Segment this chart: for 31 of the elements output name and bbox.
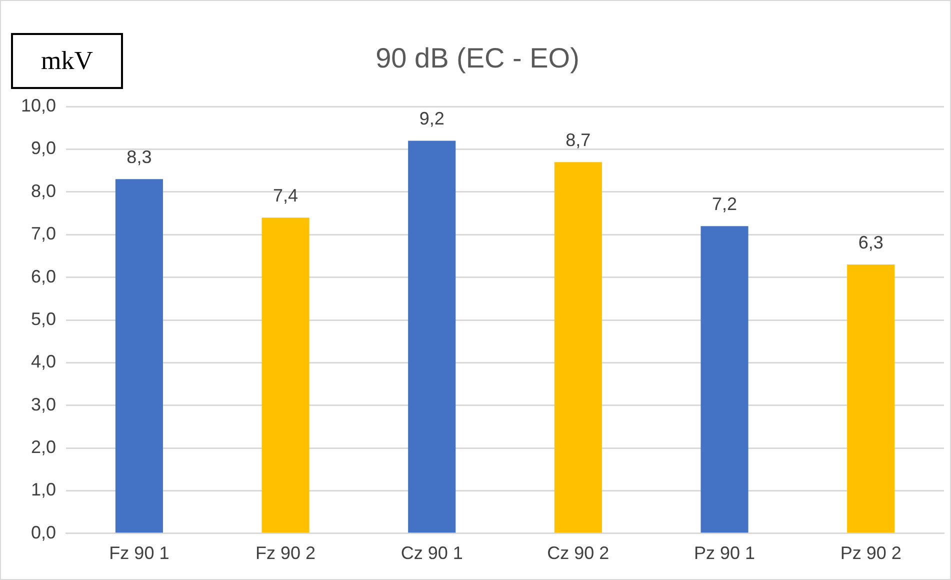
data-label: 7,4 <box>273 186 298 206</box>
bar <box>262 218 310 533</box>
y-tick-label: 10,0 <box>20 96 56 116</box>
y-tick-label: 7,0 <box>31 224 56 244</box>
bar <box>554 162 602 533</box>
data-label: 9,2 <box>419 108 444 129</box>
y-tick-label: 6,0 <box>31 266 56 286</box>
data-label: 6,3 <box>858 232 884 252</box>
x-tick-label: Pz 90 1 <box>694 543 756 564</box>
x-tick-label: Pz 90 2 <box>840 543 902 564</box>
y-tick-label: 4,0 <box>31 352 56 372</box>
y-tick-label: 1,0 <box>31 480 56 500</box>
bar <box>115 179 163 533</box>
x-tick-label: Fz 90 1 <box>109 543 170 564</box>
x-tick-label: Cz 90 1 <box>400 543 463 564</box>
bar <box>408 140 456 533</box>
y-tick-label: 5,0 <box>31 308 56 329</box>
y-tick-label: 8,0 <box>31 180 56 201</box>
y-tick-label: 9,0 <box>31 138 56 158</box>
data-label: 7,2 <box>712 194 738 214</box>
data-label: 8,7 <box>566 130 591 150</box>
chart-title: 90 dB (EC - EO) <box>376 42 580 74</box>
x-tick-label: Cz 90 2 <box>547 543 610 564</box>
x-tick-label: Fz 90 2 <box>256 543 316 564</box>
y-axis-title: mkV <box>11 33 123 89</box>
bar <box>847 264 895 533</box>
y-tick-label: 2,0 <box>31 437 56 458</box>
y-tick-label: 0,0 <box>31 522 56 542</box>
bar <box>700 226 748 533</box>
y-tick-label: 3,0 <box>31 394 56 414</box>
data-label: 8,3 <box>126 147 152 168</box>
